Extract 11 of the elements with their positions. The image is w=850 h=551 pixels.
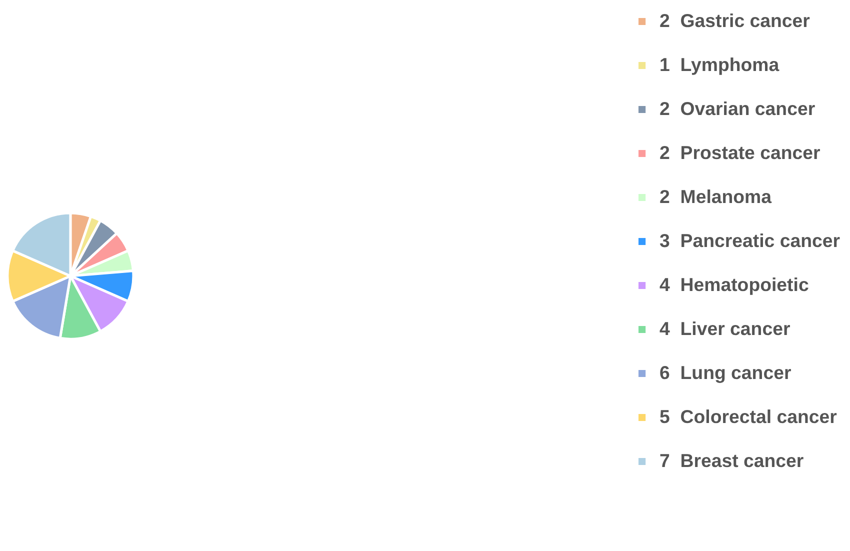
- legend-label: 4 Liver cancer: [660, 318, 790, 340]
- legend-label: 7 Breast cancer: [660, 450, 804, 472]
- legend-label: 1 Lymphoma: [660, 54, 780, 76]
- legend-label: 5 Colorectal cancer: [660, 406, 837, 428]
- legend-label: 6 Lung cancer: [660, 362, 792, 384]
- legend-label: 2 Melanoma: [660, 186, 772, 208]
- legend-label: 2 Gastric cancer: [660, 10, 810, 32]
- legend-label: 2 Prostate cancer: [660, 142, 820, 164]
- legend-label: 4 Hematopoietic: [660, 274, 809, 296]
- legend-label: 3 Pancreatic cancer: [660, 230, 840, 252]
- legend-label: 2 Ovarian cancer: [660, 98, 816, 120]
